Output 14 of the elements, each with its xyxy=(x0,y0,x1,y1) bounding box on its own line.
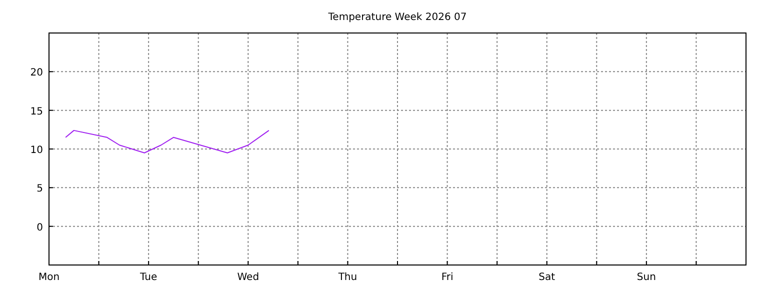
y-tick-label: 10 xyxy=(30,145,43,156)
y-tick-label: 20 xyxy=(30,68,43,79)
x-tick-label: Tue xyxy=(139,272,158,283)
line-series xyxy=(65,130,270,154)
x-tick-label: Sat xyxy=(538,272,556,283)
x-tick-label: Fri xyxy=(441,272,454,283)
y-tick-label: 0 xyxy=(36,222,43,234)
y-tick-label: 15 xyxy=(30,106,43,118)
x-tick-label: Sun xyxy=(636,272,656,283)
x-tick-label: Mon xyxy=(38,272,60,283)
x-tick-label: Wed xyxy=(237,272,260,283)
y-tick-label: 5 xyxy=(36,184,43,195)
chart-title: Temperature Week 2026 07 xyxy=(327,12,467,23)
x-tick-label: Thu xyxy=(337,272,358,283)
